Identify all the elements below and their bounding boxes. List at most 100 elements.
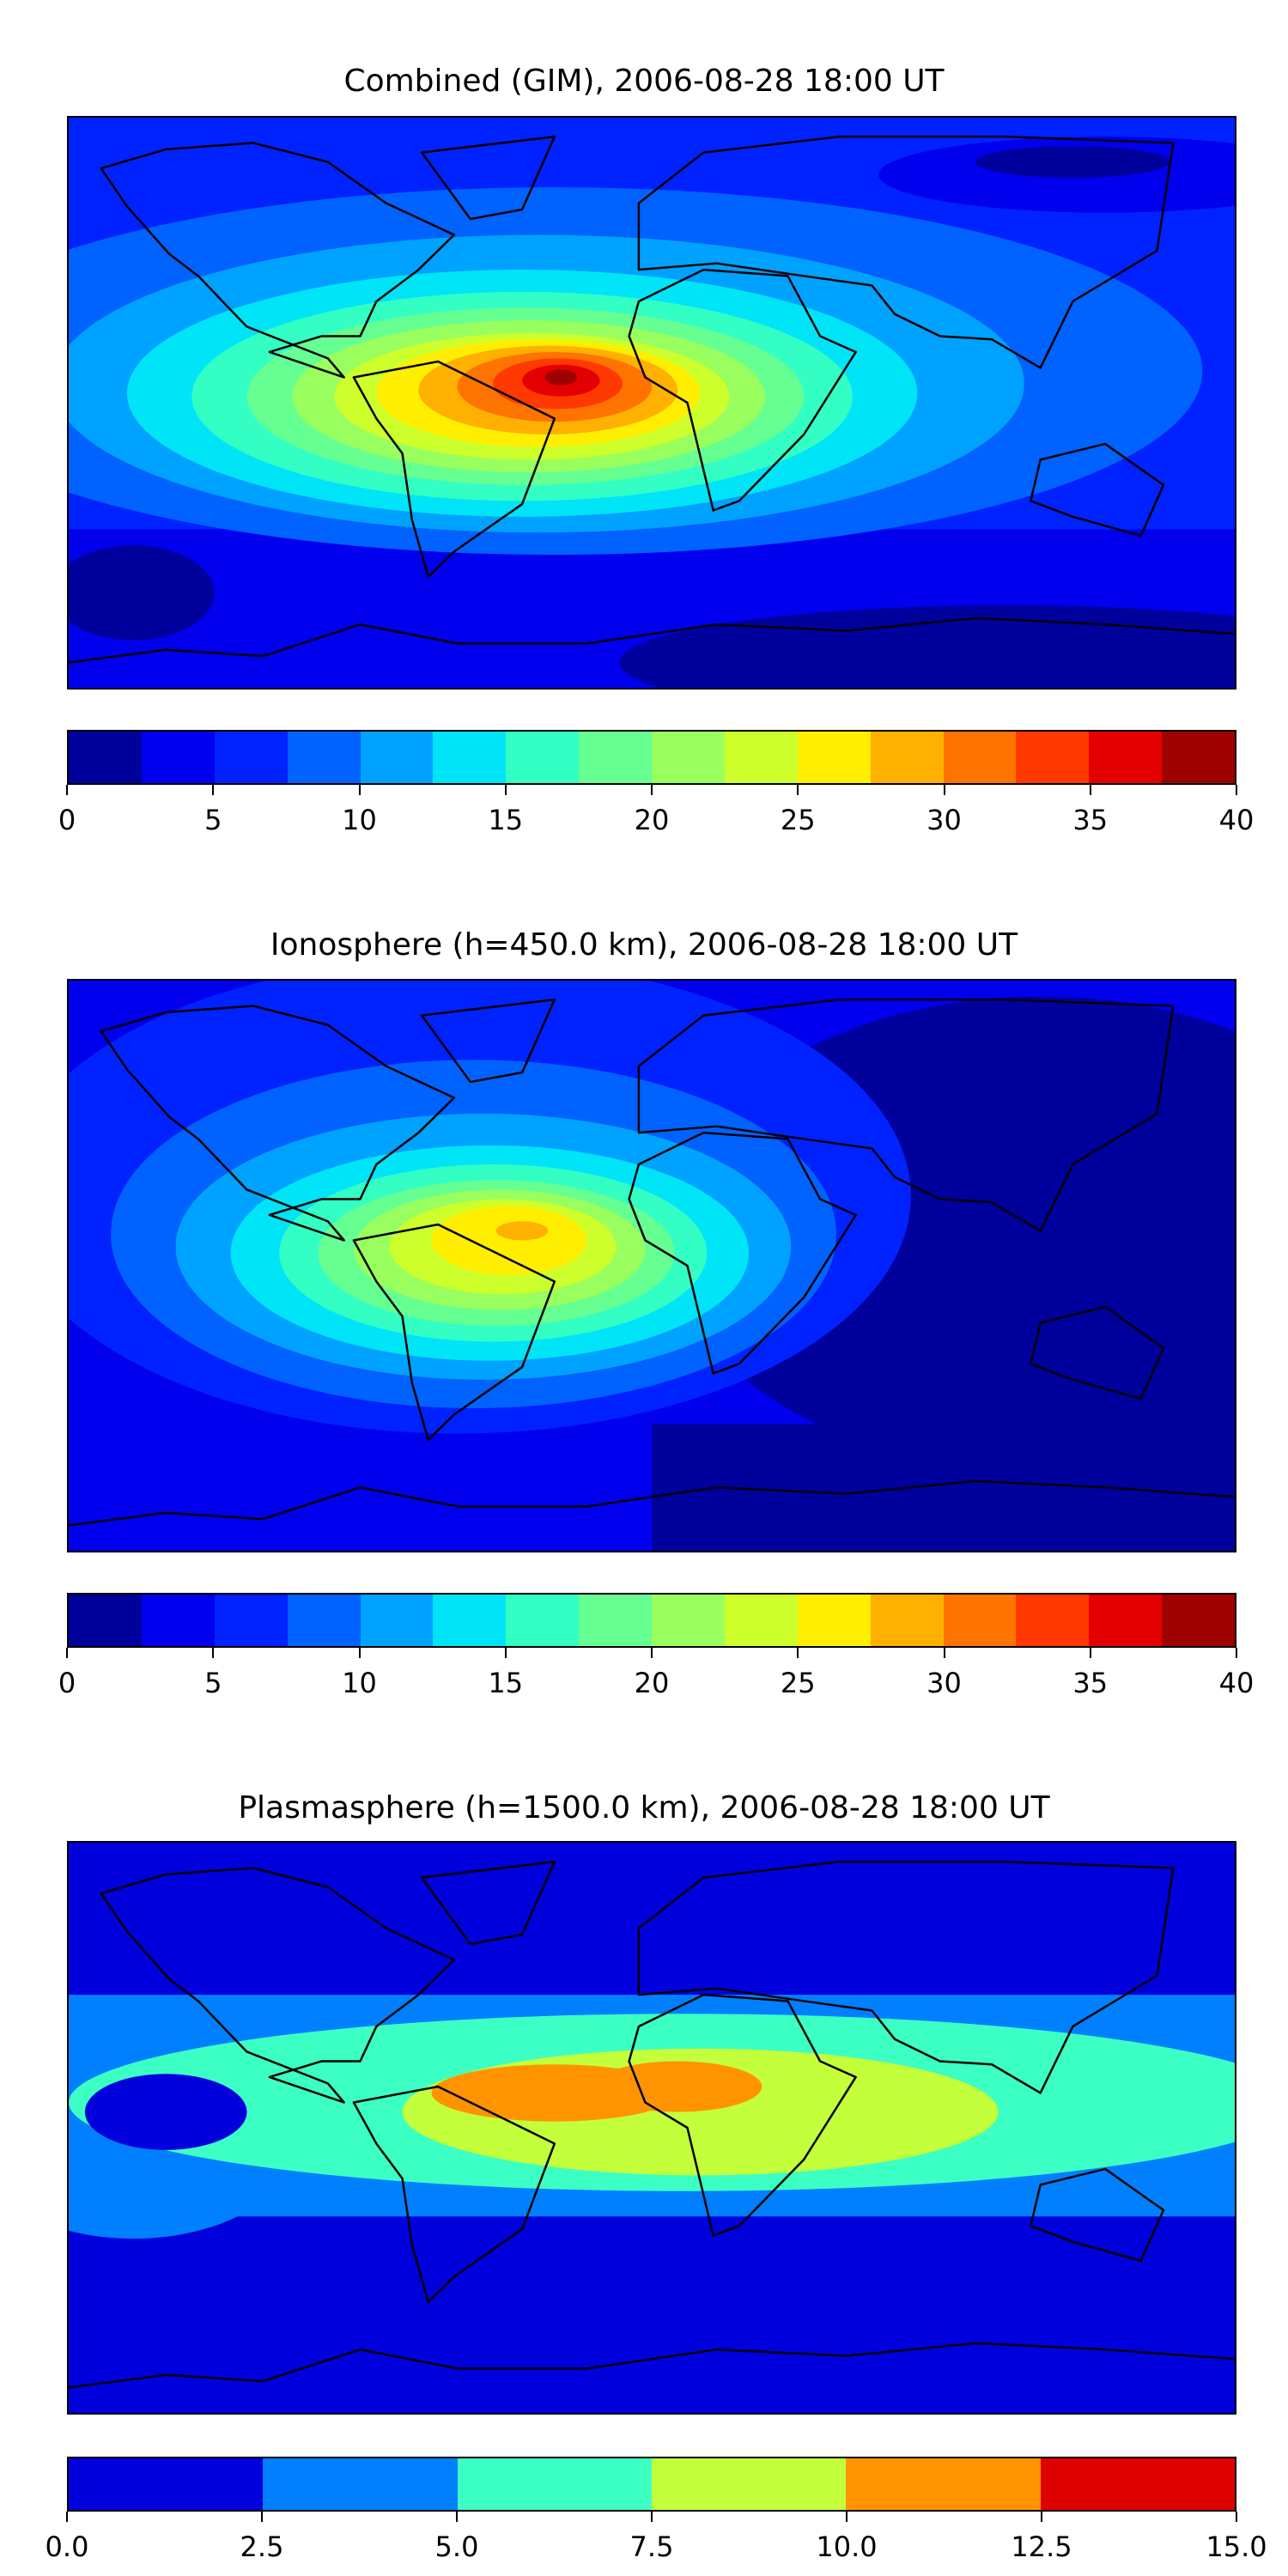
colorbar-segment [457,2458,652,2510]
coastline [1030,444,1163,536]
colorbar-segment [287,1595,361,1646]
colorbar [67,1593,1236,1648]
colorbar-segment [1040,2458,1235,2510]
tick-mark [651,2512,653,2522]
contour-level-0 [84,2074,247,2150]
tick-mark [66,1648,68,1658]
panel-title: Ionosphere (h=450.0 km), 2006-08-28 18:0… [270,927,1018,963]
colorbar [67,2457,1236,2512]
colorbar-segment [724,1595,798,1646]
tick-label: 10.0 [816,2530,878,2563]
colorbar-segment [870,732,944,783]
colorbar-segment [1162,1595,1235,1646]
contour-level-0 [975,146,1170,179]
colorbar-segment [652,1595,725,1646]
colorbar-segment [651,2458,847,2510]
contour-level-10 [431,1205,587,1276]
tick-label: 12.5 [1011,2530,1072,2563]
tick-label: 0 [58,1667,76,1699]
colorbar-segment [506,1595,580,1646]
colorbar-segment [1162,732,1235,783]
tick-label: 35 [1072,804,1109,836]
tick-label: 0.0 [45,2530,89,2563]
colorbar-segment [360,732,434,783]
colorbar-segment [69,2458,264,2510]
contour-map [67,1841,1236,2415]
colorbar-segment [433,1595,507,1646]
tick-mark [456,2512,458,2522]
tick-mark [1089,1648,1091,1658]
tick-label: 20 [634,804,670,836]
contour-level-0 [69,545,215,641]
colorbar-ticks: 0 5 10 15 20 25 30 35 40 [58,785,1254,836]
colorbar-segment [943,732,1017,783]
tick-mark [66,2512,68,2522]
colorbar-segment [141,732,215,783]
colorbar-segment [69,732,142,783]
colorbar-segment [506,732,580,783]
tick-mark [1236,2512,1237,2522]
tick-label: 7.5 [629,2530,674,2563]
colorbar-segment [846,2458,1041,2510]
colorbar-segment [943,1595,1017,1646]
tick-mark [66,785,68,795]
tick-mark [1089,785,1091,795]
colorbar-segment [360,1595,434,1646]
tick-label: 15.0 [1206,2530,1267,2563]
tick-mark [651,785,653,795]
colorbar-segment [214,732,288,783]
coastline [629,1995,856,2235]
colorbar-segment [579,1595,652,1646]
tick-label: 10 [342,1667,377,1699]
colorbar-segment [433,732,507,783]
tick-mark [943,1648,945,1658]
tick-mark [943,785,945,795]
tick-label: 30 [927,1667,962,1699]
tick-label: 25 [780,804,816,836]
tick-label: 5 [204,1667,222,1699]
coastline [639,1862,1173,2093]
coastline [69,1481,1235,1526]
tick-mark [797,785,799,795]
tick-label: 35 [1072,1667,1109,1699]
colorbar [67,730,1236,785]
colorbar-segment [797,732,871,783]
tick-label: 10 [342,804,377,836]
coastline [69,2343,1235,2388]
colorbar-segment [870,1595,944,1646]
tick-label: 30 [927,804,962,836]
tick-label: 0 [58,804,76,836]
colorbar-ticks: 0.0 2.5 5.0 7.5 10.0 12.5 15.0 [46,2512,1267,2563]
contour-map [67,116,1236,690]
coastline [101,1006,454,1241]
colorbar-segment [287,732,361,783]
tick-mark [1041,2512,1042,2522]
colorbar-segment [69,1595,142,1646]
tick-mark [358,785,361,795]
colorbar-ticks: 0 5 10 15 20 25 30 35 40 [58,1648,1254,1699]
coastline [1030,1307,1163,1399]
tick-mark [358,1648,361,1658]
tick-mark [212,1648,215,1658]
tick-mark [1236,785,1237,795]
colorbar-segment [263,2458,458,2510]
contour-level-0 [619,605,1235,688]
tick-mark [504,1648,507,1658]
contour-level-4 [593,2061,762,2112]
tick-label: 20 [634,1667,670,1699]
coastline [639,999,1173,1230]
tick-label: 5.0 [434,2530,479,2563]
tick-mark [846,2512,848,2522]
tick-label: 2.5 [240,2530,284,2563]
panel-title: Plasmasphere (h=1500.0 km), 2006-08-28 1… [238,1790,1050,1826]
tick-label: 25 [780,1667,816,1699]
coastline [354,2087,555,2302]
colorbar-segment [724,732,798,783]
tick-mark [212,785,215,795]
coastline [639,137,1173,368]
coastline [69,618,1235,663]
colorbar-segment [1089,732,1163,783]
coastline [629,270,856,510]
colorbar-segment [214,1595,288,1646]
coastline [354,1224,555,1440]
